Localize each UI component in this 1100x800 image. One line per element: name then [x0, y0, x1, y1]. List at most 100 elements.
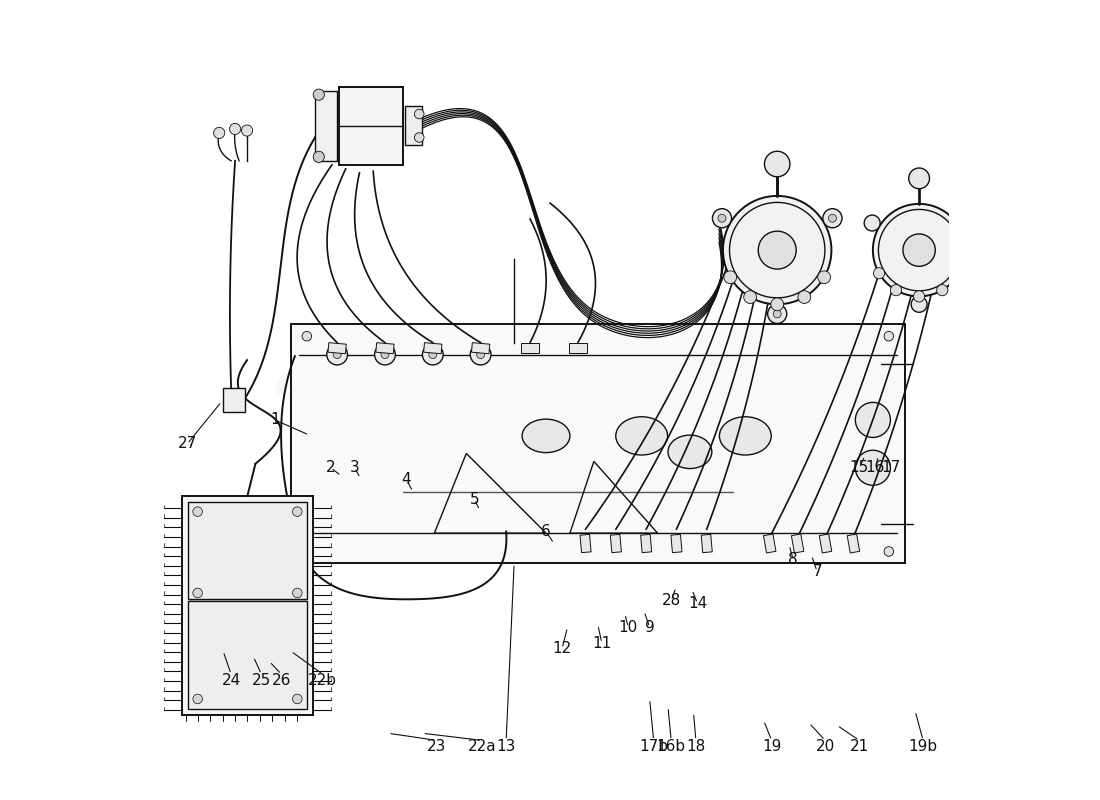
- Circle shape: [476, 350, 485, 358]
- Circle shape: [314, 89, 324, 100]
- Text: 19b: 19b: [909, 739, 937, 754]
- Polygon shape: [847, 534, 860, 553]
- Circle shape: [884, 546, 893, 556]
- Circle shape: [471, 344, 491, 365]
- Circle shape: [415, 110, 424, 119]
- Text: 6: 6: [541, 524, 551, 539]
- Polygon shape: [521, 343, 539, 353]
- Text: 5: 5: [470, 492, 480, 507]
- Polygon shape: [763, 534, 776, 553]
- Bar: [182, 496, 314, 715]
- Circle shape: [381, 350, 389, 358]
- Polygon shape: [671, 534, 682, 553]
- Circle shape: [293, 588, 303, 598]
- Circle shape: [764, 151, 790, 177]
- Circle shape: [293, 507, 303, 516]
- Text: 11: 11: [592, 636, 612, 650]
- Text: 21: 21: [849, 739, 869, 754]
- Text: 9: 9: [645, 620, 654, 634]
- Circle shape: [817, 271, 830, 284]
- Text: 1: 1: [271, 413, 279, 427]
- Text: eurospares: eurospares: [274, 362, 556, 406]
- Circle shape: [856, 450, 890, 486]
- Circle shape: [230, 123, 241, 134]
- Circle shape: [302, 546, 311, 556]
- Circle shape: [429, 350, 437, 358]
- Polygon shape: [640, 534, 651, 553]
- Bar: [405, 106, 422, 146]
- Text: 26: 26: [272, 673, 292, 688]
- Polygon shape: [701, 534, 713, 553]
- Bar: [223, 388, 245, 412]
- Text: 18: 18: [686, 739, 705, 754]
- Circle shape: [873, 268, 884, 279]
- Polygon shape: [569, 343, 586, 353]
- Circle shape: [192, 588, 202, 598]
- Circle shape: [903, 234, 935, 266]
- Circle shape: [242, 125, 253, 136]
- Ellipse shape: [719, 417, 771, 455]
- Circle shape: [856, 402, 890, 438]
- Text: eurospares: eurospares: [529, 522, 811, 565]
- Text: 22a: 22a: [468, 739, 496, 754]
- Polygon shape: [328, 342, 346, 354]
- Text: 3: 3: [350, 460, 360, 475]
- Circle shape: [823, 209, 842, 228]
- Polygon shape: [376, 342, 394, 354]
- Circle shape: [724, 271, 737, 284]
- Ellipse shape: [616, 417, 668, 455]
- Circle shape: [771, 298, 783, 310]
- Bar: [339, 86, 403, 165]
- Polygon shape: [424, 342, 442, 354]
- Circle shape: [192, 507, 202, 516]
- Text: 28: 28: [661, 594, 681, 608]
- Text: 17b: 17b: [639, 739, 668, 754]
- Circle shape: [913, 290, 925, 302]
- Text: 8: 8: [789, 552, 797, 567]
- Ellipse shape: [522, 419, 570, 453]
- Circle shape: [302, 331, 311, 341]
- Polygon shape: [580, 534, 591, 553]
- Text: 25: 25: [252, 673, 271, 688]
- Polygon shape: [472, 342, 490, 354]
- Circle shape: [768, 304, 786, 323]
- Bar: [315, 90, 337, 161]
- Text: 20: 20: [815, 739, 835, 754]
- Text: 12: 12: [552, 642, 572, 656]
- Circle shape: [422, 344, 443, 365]
- Text: 7: 7: [812, 564, 822, 579]
- Circle shape: [890, 285, 902, 296]
- Circle shape: [293, 694, 303, 704]
- Text: 10: 10: [618, 620, 638, 634]
- Circle shape: [744, 290, 757, 303]
- Circle shape: [192, 694, 202, 704]
- Circle shape: [213, 127, 224, 138]
- Bar: [188, 502, 307, 598]
- Text: 24: 24: [221, 673, 241, 688]
- Circle shape: [954, 268, 965, 279]
- Text: 13: 13: [496, 739, 516, 754]
- Circle shape: [865, 215, 880, 231]
- Circle shape: [333, 350, 341, 358]
- Circle shape: [713, 209, 732, 228]
- Text: 22b: 22b: [308, 673, 338, 688]
- Circle shape: [884, 331, 893, 341]
- Text: 2: 2: [326, 460, 336, 475]
- Circle shape: [718, 214, 726, 222]
- Text: 17: 17: [881, 460, 901, 475]
- Ellipse shape: [668, 435, 712, 469]
- Bar: [290, 324, 905, 563]
- Circle shape: [873, 204, 966, 296]
- Circle shape: [828, 214, 836, 222]
- Text: 4: 4: [402, 472, 411, 487]
- Circle shape: [375, 344, 395, 365]
- Circle shape: [958, 215, 974, 231]
- Text: 16: 16: [866, 460, 886, 475]
- Bar: [188, 601, 307, 709]
- Text: 27: 27: [177, 436, 197, 451]
- Polygon shape: [791, 534, 804, 553]
- Polygon shape: [610, 534, 621, 553]
- Text: 14: 14: [688, 596, 707, 610]
- Circle shape: [314, 151, 324, 162]
- Circle shape: [327, 344, 348, 365]
